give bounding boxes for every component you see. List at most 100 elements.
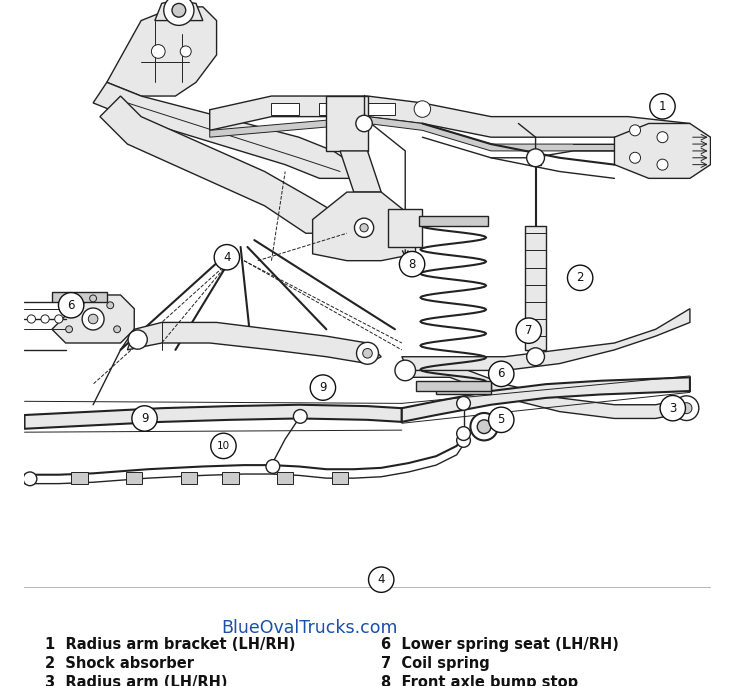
- Circle shape: [399, 252, 425, 276]
- Text: 6: 6: [68, 299, 75, 311]
- Circle shape: [90, 295, 96, 302]
- Polygon shape: [222, 472, 239, 484]
- Circle shape: [356, 115, 373, 132]
- Text: 1  Radius arm bracket (LH/RH): 1 Radius arm bracket (LH/RH): [45, 637, 295, 652]
- Polygon shape: [419, 216, 487, 226]
- Text: 8  Front axle bump stop: 8 Front axle bump stop: [381, 675, 578, 686]
- Polygon shape: [614, 123, 711, 178]
- Polygon shape: [100, 96, 347, 233]
- Circle shape: [527, 348, 545, 366]
- Circle shape: [630, 125, 640, 136]
- Polygon shape: [52, 295, 135, 343]
- Text: 1: 1: [659, 100, 666, 113]
- Circle shape: [456, 434, 470, 447]
- Polygon shape: [126, 472, 143, 484]
- Circle shape: [657, 132, 668, 143]
- Text: 3: 3: [669, 402, 676, 414]
- Circle shape: [356, 342, 379, 364]
- Polygon shape: [415, 381, 491, 391]
- Circle shape: [128, 330, 147, 349]
- Text: 7: 7: [525, 324, 532, 337]
- Text: 3  Radius arm (LH/RH): 3 Radius arm (LH/RH): [45, 675, 228, 686]
- Circle shape: [395, 360, 415, 381]
- Circle shape: [59, 292, 84, 318]
- Circle shape: [470, 413, 498, 440]
- Polygon shape: [155, 0, 203, 21]
- Polygon shape: [277, 472, 293, 484]
- Polygon shape: [326, 96, 368, 151]
- Text: 2  Shock absorber: 2 Shock absorber: [45, 656, 194, 671]
- Circle shape: [527, 149, 545, 167]
- Circle shape: [54, 315, 63, 323]
- Circle shape: [310, 375, 336, 400]
- Circle shape: [456, 397, 470, 410]
- Text: BlueOvalTrucks.com: BlueOvalTrucks.com: [221, 619, 398, 637]
- Polygon shape: [436, 384, 491, 394]
- Circle shape: [516, 318, 542, 343]
- Polygon shape: [331, 472, 348, 484]
- Circle shape: [681, 403, 692, 414]
- Circle shape: [266, 460, 280, 473]
- Circle shape: [414, 101, 431, 117]
- Polygon shape: [312, 192, 415, 261]
- Text: 6: 6: [498, 368, 505, 380]
- Circle shape: [456, 427, 470, 440]
- Circle shape: [657, 159, 668, 170]
- Polygon shape: [209, 96, 690, 137]
- Text: 2: 2: [576, 272, 584, 284]
- Polygon shape: [107, 7, 217, 96]
- Text: 5: 5: [498, 414, 505, 426]
- Text: 4: 4: [223, 251, 231, 263]
- Circle shape: [211, 434, 236, 459]
- Circle shape: [362, 348, 373, 358]
- Circle shape: [650, 94, 675, 119]
- Circle shape: [368, 567, 394, 593]
- Polygon shape: [209, 117, 690, 158]
- Polygon shape: [71, 472, 87, 484]
- Polygon shape: [340, 151, 381, 192]
- Text: 7  Coil spring: 7 Coil spring: [381, 656, 490, 671]
- Circle shape: [489, 362, 514, 387]
- Circle shape: [65, 326, 73, 333]
- Text: 8: 8: [409, 258, 416, 270]
- Polygon shape: [52, 292, 107, 302]
- Polygon shape: [271, 103, 299, 115]
- Circle shape: [27, 315, 35, 323]
- Circle shape: [23, 472, 37, 486]
- Text: 10: 10: [217, 441, 230, 451]
- Circle shape: [214, 245, 240, 270]
- Polygon shape: [320, 103, 347, 115]
- Circle shape: [660, 395, 686, 421]
- Polygon shape: [24, 405, 402, 429]
- Circle shape: [73, 302, 79, 309]
- Bar: [24, 0, 711, 584]
- Circle shape: [293, 410, 307, 423]
- Circle shape: [164, 0, 194, 25]
- Text: 4: 4: [378, 573, 385, 586]
- Circle shape: [172, 3, 186, 17]
- Circle shape: [88, 314, 98, 324]
- Circle shape: [151, 45, 165, 58]
- Circle shape: [674, 396, 699, 421]
- Circle shape: [630, 152, 640, 163]
- Polygon shape: [402, 309, 690, 370]
- Text: 6  Lower spring seat (LH/RH): 6 Lower spring seat (LH/RH): [381, 637, 619, 652]
- Polygon shape: [93, 82, 354, 178]
- Circle shape: [82, 308, 104, 330]
- Circle shape: [360, 224, 368, 232]
- Circle shape: [489, 407, 514, 433]
- Polygon shape: [181, 472, 198, 484]
- Polygon shape: [127, 322, 381, 364]
- Circle shape: [114, 326, 121, 333]
- Circle shape: [354, 218, 373, 237]
- Circle shape: [477, 420, 491, 434]
- Polygon shape: [388, 209, 423, 247]
- Text: 9: 9: [141, 412, 148, 425]
- Circle shape: [107, 302, 114, 309]
- Polygon shape: [526, 226, 546, 350]
- Circle shape: [180, 46, 191, 57]
- Polygon shape: [402, 364, 690, 418]
- Circle shape: [132, 406, 157, 431]
- Circle shape: [567, 265, 593, 291]
- Circle shape: [41, 315, 49, 323]
